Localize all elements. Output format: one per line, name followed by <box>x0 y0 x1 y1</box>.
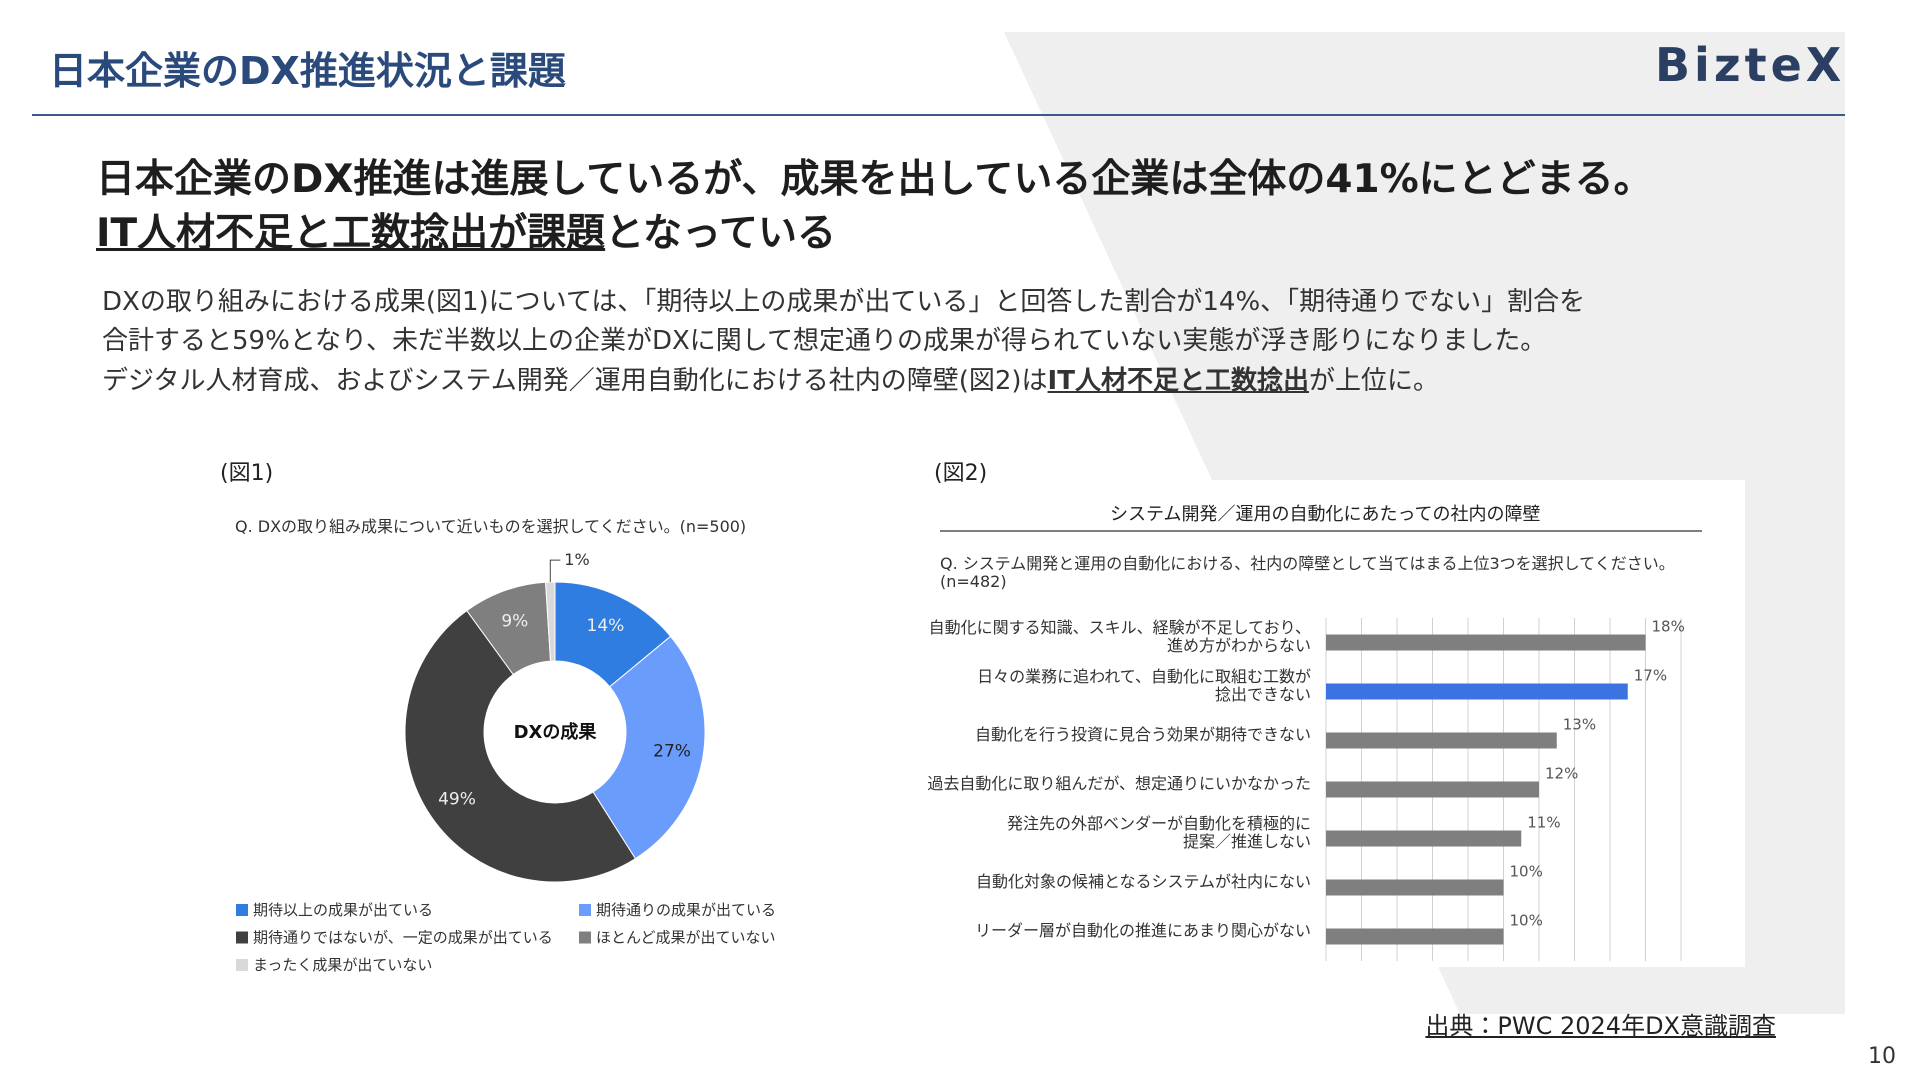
pie-slice <box>545 581 556 662</box>
legend-label: 期待以上の成果が出ている <box>253 901 433 919</box>
data-label: 14% <box>587 616 625 636</box>
category-label: リーダー層が自動化の推進にあまり関心がない <box>974 920 1311 940</box>
data-label: 1% <box>564 550 589 569</box>
category-label: 自動化を行う投資に見合う効果が期待できない <box>974 724 1311 744</box>
legend-swatch <box>579 931 591 944</box>
data-label: 10% <box>1510 912 1543 930</box>
category-label: 過去自動化に取り組んだが、想定通りにいかなかった <box>927 773 1311 793</box>
header-title: 日本企業のDX推進状況と課題 <box>49 49 566 93</box>
data-label: 11% <box>1527 814 1560 832</box>
legend-label: まったく成果が出ていない <box>253 956 432 974</box>
category-label: 自動化に関する知識、スキル、経験が不足しており、 進め方がわからない <box>928 617 1311 655</box>
headline: 日本企業のDX推進は進展しているが、成果を出している企業は全体の41%にとどまる… <box>96 157 1653 202</box>
logo: BizteX <box>1655 38 1846 92</box>
data-label: 49% <box>438 790 476 810</box>
figure-caption: (図1) <box>220 461 274 486</box>
body-text: デジタル人材育成、およびシステム開発／運用自動化における社内の障壁(図2)は <box>102 366 1048 396</box>
legend-label: 期待通りではないが、一定の成果が出ている <box>253 929 553 947</box>
category-label: 自動化対象の候補となるシステムが社内にない <box>975 871 1311 891</box>
body-text: DXの取り組みにおける成果(図1)については、「期待以上の成果が出ている」と回答… <box>102 287 1586 317</box>
page-number: 10 <box>1868 1044 1896 1069</box>
source: 出典：PWC 2024年DX意識調査 <box>1425 1012 1776 1040</box>
legend-label: 期待通りの成果が出ている <box>596 901 776 919</box>
leader-line <box>549 559 561 583</box>
headline-emphasis: IT人材不足と工数捻出が課題 <box>96 211 606 256</box>
pie-slice <box>404 609 637 883</box>
bar <box>1326 830 1522 847</box>
data-label: 27% <box>653 742 691 762</box>
bar <box>1326 732 1557 749</box>
body-emphasis: IT人材不足と工数捻出 <box>1047 366 1309 396</box>
body-text: 合計すると59%となり、未だ半数以上の企業がDXに関して想定通りの成果が得られて… <box>102 326 1547 356</box>
body-text: デジタル人材育成、およびシステム開発／運用自動化における社内の障壁(図2)はIT… <box>102 360 1439 397</box>
pie-slice <box>592 635 706 860</box>
data-label: 13% <box>1563 716 1596 734</box>
chart-subtitle: Q. システム開発と運用の自動化における、社内の障壁として当てはまる上位3つを選… <box>940 554 1675 591</box>
chart-title: システム開発／運用の自動化にあたっての社内の障壁 <box>1110 504 1541 525</box>
body-text: が上位に。 <box>1308 366 1439 396</box>
category-label: 発注先の外部ベンダーが自動化を積極的に 提案／推進しない <box>1006 813 1311 851</box>
bar <box>1326 781 1539 798</box>
legend-swatch <box>236 959 248 971</box>
bar <box>1326 879 1504 896</box>
headline-text: となっている <box>605 211 837 256</box>
bar <box>1326 634 1646 651</box>
figure-caption: (図2) <box>934 461 988 486</box>
bar <box>1326 928 1504 945</box>
center-label: DXの成果 <box>514 721 598 743</box>
headline: IT人材不足と工数捻出が課題となっている <box>96 202 836 258</box>
chart-subtitle: Q. DXの取り組み成果について近いものを選択してください。(n=500) <box>235 517 747 536</box>
category-label: 日々の業務に追われて、自動化に取組む工数が 捻出できない <box>977 666 1311 704</box>
data-label: 17% <box>1634 667 1667 685</box>
bar <box>1326 683 1628 700</box>
data-label: 18% <box>1652 618 1685 636</box>
legend-swatch <box>236 904 248 916</box>
legend-swatch <box>579 904 591 916</box>
legend-swatch <box>236 931 248 944</box>
data-label: 10% <box>1510 863 1543 881</box>
data-label: 9% <box>501 612 528 632</box>
legend-label: ほとんど成果が出ていない <box>596 929 776 947</box>
data-label: 12% <box>1545 765 1578 783</box>
